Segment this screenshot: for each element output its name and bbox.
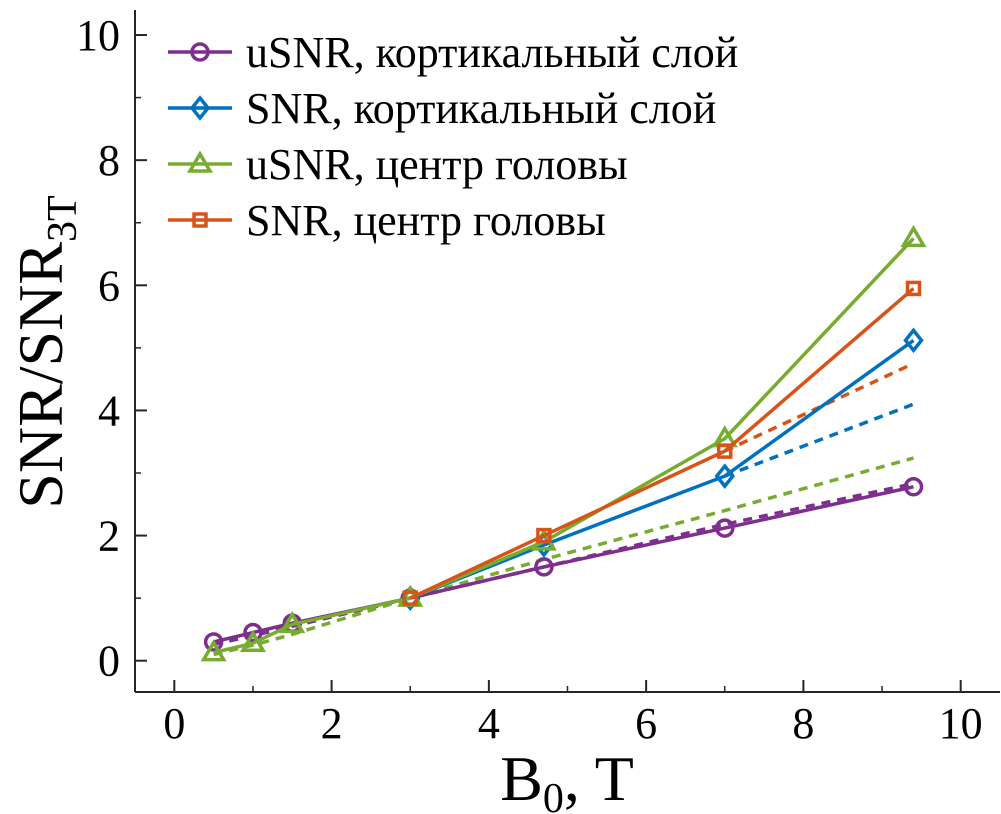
x-tick-label: 6 <box>635 699 657 748</box>
snr-center-line <box>409 287 915 600</box>
y-tick-label: 2 <box>98 512 120 561</box>
snr-center-point <box>402 590 418 606</box>
usnr-center-point <box>900 224 927 248</box>
legend-swatch-marker <box>189 95 211 121</box>
usnr-center-series <box>200 224 927 662</box>
usnr-center-point <box>200 639 227 662</box>
snr-center-point <box>717 443 733 459</box>
x-tick-label: 0 <box>163 699 185 748</box>
legend: uSNR, кортикальный слой SNR, кортикальный… <box>168 28 738 245</box>
legend-swatch-marker <box>190 42 210 62</box>
usnr-center-point <box>279 610 306 634</box>
y-axis-title: SNR/SNR3T <box>5 195 86 508</box>
axis-titles: B0, T SNR/SNR3T <box>5 195 634 814</box>
y-tick-label: 10 <box>76 11 120 60</box>
legend-item-usnr-center: uSNR, центр головы <box>168 140 628 189</box>
usnr-center-fit-line <box>213 456 914 657</box>
data-series <box>200 224 927 662</box>
legend-label: SNR, центр головы <box>246 196 606 245</box>
usnr-cortical-point <box>534 557 554 577</box>
y-tick-label: 0 <box>98 637 120 686</box>
x-axis-title: B0, T <box>500 743 634 814</box>
legend-item-snr-cortical: SNR, кортикальный слой <box>168 84 716 133</box>
y-tick-label: 4 <box>98 386 120 435</box>
y-tick-label: 6 <box>98 261 120 310</box>
x-tick-label: 8 <box>792 699 814 748</box>
snr-center-point <box>536 527 552 544</box>
usnr-cortical-point <box>243 622 263 643</box>
legend-swatch-marker <box>192 212 208 228</box>
usnr-cortical-point <box>903 477 924 497</box>
axes: 0 2 4 6 8 10 0 2 4 6 8 10 <box>76 10 1000 748</box>
usnr-center-line <box>213 237 915 655</box>
legend-label: SNR, кортикальный слой <box>246 84 716 133</box>
x-tick-label: 4 <box>478 699 500 748</box>
legend-label: uSNR, кортикальный слой <box>246 28 738 77</box>
usnr-cortical-point <box>203 632 224 652</box>
legend-swatch-marker <box>186 150 214 173</box>
snr-cortical-fit-line <box>724 402 915 478</box>
snr-center-point <box>905 280 922 297</box>
x-tick-label: 10 <box>939 699 983 748</box>
legend-item-usnr-cortical: uSNR, кортикальный слой <box>168 28 738 77</box>
snr-center-series <box>402 280 922 606</box>
legend-item-snr-center: SNR, центр головы <box>168 196 606 245</box>
legend-label: uSNR, центр головы <box>246 140 628 189</box>
snr-cortical-line <box>409 338 915 600</box>
x-tick-label: 2 <box>321 699 343 748</box>
usnr-center-point <box>239 629 267 652</box>
y-tick-label: 8 <box>98 136 120 185</box>
usnr-cortical-point <box>715 518 735 538</box>
snr-cortical-point <box>714 463 736 489</box>
snr-cortical-point <box>903 327 924 354</box>
